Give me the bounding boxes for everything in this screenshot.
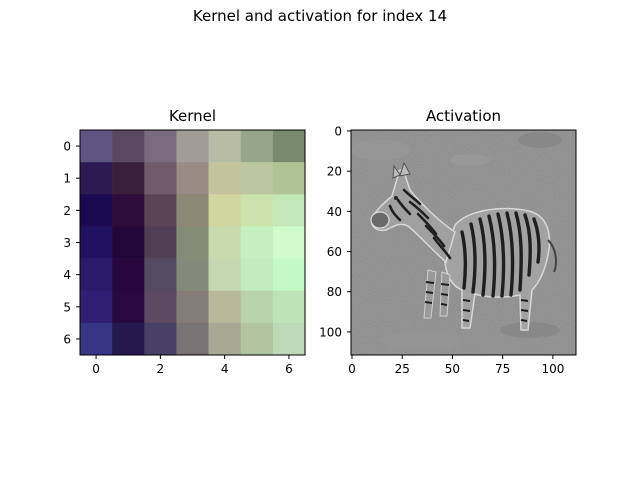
kernel-y-axis: 0 1 2 3 4 5 6 <box>63 140 80 346</box>
activation-y-tick-label: 60 <box>327 245 342 259</box>
activation-y-tick-label: 20 <box>327 165 342 179</box>
kernel-y-tick-label: 6 <box>63 332 71 346</box>
kernel-cell <box>144 322 177 356</box>
kernel-cell <box>80 258 113 292</box>
kernel-y-tick-label: 0 <box>63 140 71 154</box>
kernel-cell <box>144 130 177 163</box>
kernel-cell <box>80 130 113 163</box>
kernel-cell <box>208 130 242 163</box>
kernel-cell <box>144 162 177 195</box>
kernel-cell <box>144 290 177 324</box>
kernel-cell <box>240 226 274 259</box>
kernel-cell <box>272 130 306 163</box>
kernel-x-tick-label: 4 <box>221 362 229 376</box>
kernel-cell <box>240 290 274 324</box>
kernel-y-tick-label: 3 <box>63 236 71 250</box>
kernel-cell <box>272 258 306 292</box>
kernel-cell <box>112 258 145 292</box>
kernel-x-axis: 0 2 4 6 <box>92 355 293 376</box>
kernel-cell <box>240 162 274 195</box>
kernel-cell <box>208 322 242 356</box>
activation-y-tick-label: 0 <box>334 125 342 139</box>
kernel-cell <box>176 162 209 195</box>
kernel-cell <box>80 322 113 356</box>
kernel-x-tick-label: 0 <box>92 362 100 376</box>
kernel-y-tick-label: 2 <box>63 204 71 218</box>
kernel-cell <box>112 290 145 324</box>
kernel-cell <box>208 226 242 259</box>
activation-x-tick-label: 75 <box>495 362 510 376</box>
kernel-cell <box>208 162 242 195</box>
kernel-cell <box>80 194 113 227</box>
kernel-heatmap <box>80 130 306 356</box>
kernel-x-tick-label: 6 <box>285 362 293 376</box>
kernel-cell <box>112 162 145 195</box>
kernel-cell <box>272 194 306 227</box>
kernel-cell <box>208 258 242 292</box>
kernel-cell <box>176 290 209 324</box>
kernel-cell <box>176 130 209 163</box>
figure-suptitle: Kernel and activation for index 14 <box>192 7 448 25</box>
kernel-axes: Kernel 0 2 4 6 0 1 2 3 4 5 6 <box>63 107 306 376</box>
kernel-cell <box>144 194 177 227</box>
activation-y-tick-label: 40 <box>327 205 342 219</box>
activation-x-tick-label: 50 <box>445 362 460 376</box>
kernel-cell <box>112 194 145 227</box>
kernel-cell <box>240 130 274 163</box>
kernel-cell <box>272 226 306 259</box>
zebra-figure <box>370 161 557 331</box>
kernel-cell <box>80 290 113 324</box>
kernel-y-tick-label: 4 <box>63 268 71 282</box>
kernel-cell <box>80 162 113 195</box>
activation-title: Activation <box>426 107 501 125</box>
kernel-cell <box>176 258 209 292</box>
kernel-y-tick-label: 1 <box>63 172 71 186</box>
kernel-x-tick-label: 2 <box>157 362 165 376</box>
kernel-cell <box>240 322 274 356</box>
kernel-cell <box>272 290 306 324</box>
kernel-cell <box>144 258 177 292</box>
kernel-cell <box>176 322 209 356</box>
kernel-cell <box>240 194 274 227</box>
kernel-cell <box>272 322 306 356</box>
kernel-cell <box>80 226 113 259</box>
kernel-cell <box>176 194 209 227</box>
kernel-cell <box>112 130 145 163</box>
activation-image <box>351 130 576 355</box>
kernel-cell <box>208 290 242 324</box>
kernel-title: Kernel <box>169 107 216 125</box>
kernel-cell <box>208 194 242 227</box>
activation-x-axis: 0 25 50 75 100 <box>348 355 564 376</box>
activation-axes: Activation <box>319 107 577 376</box>
kernel-cell <box>240 258 274 292</box>
activation-frame <box>350 129 577 356</box>
kernel-y-tick-label: 5 <box>63 300 71 314</box>
kernel-cell <box>176 226 209 259</box>
kernel-cell <box>112 322 145 356</box>
activation-y-tick-label: 100 <box>319 325 342 339</box>
activation-y-tick-label: 80 <box>327 285 342 299</box>
kernel-cell <box>144 226 177 259</box>
activation-y-axis: 0 20 40 60 80 100 <box>319 125 351 339</box>
kernel-cell <box>112 226 145 259</box>
activation-x-tick-label: 100 <box>541 362 564 376</box>
activation-x-tick-label: 0 <box>348 362 356 376</box>
kernel-cell <box>272 162 306 195</box>
activation-x-tick-label: 25 <box>395 362 410 376</box>
